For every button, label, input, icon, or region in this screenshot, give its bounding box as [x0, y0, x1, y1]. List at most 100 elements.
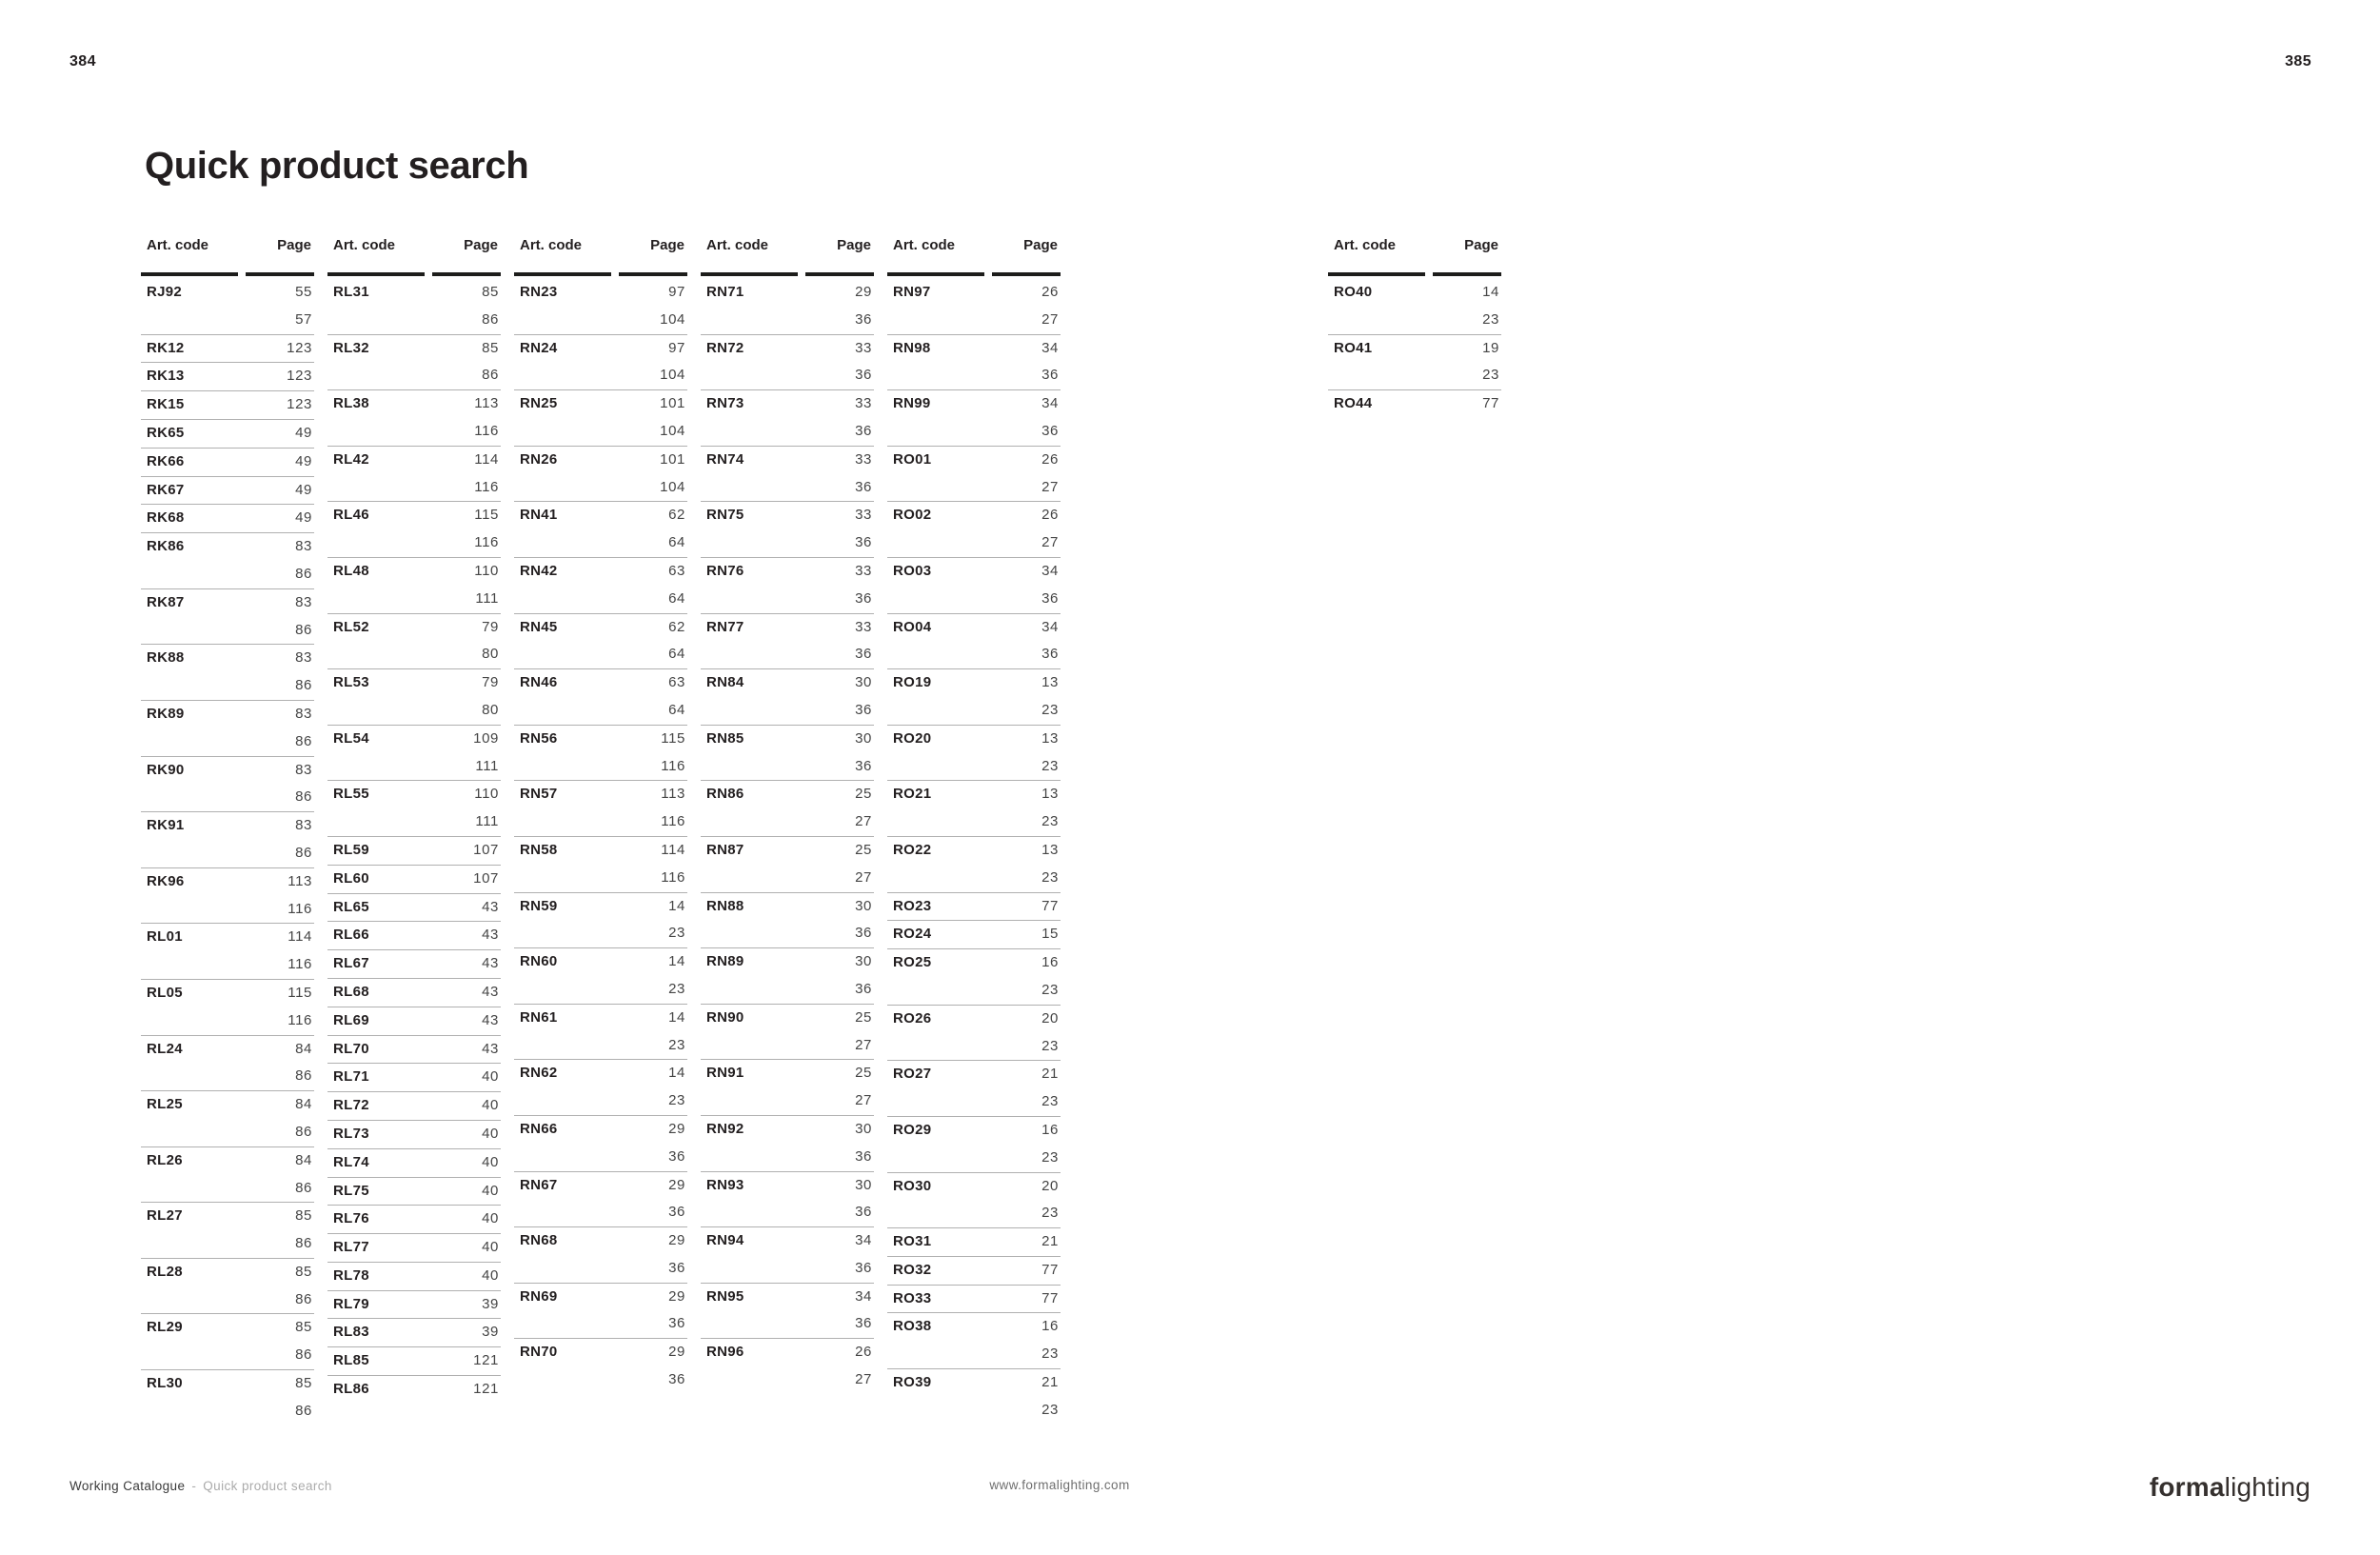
entries-list: RL31 85 86 RL32 85 86 RL38 113 116 RL42 114 116 RL46… — [327, 279, 501, 1404]
article-code: RN76 — [706, 562, 744, 579]
column-header-code: Art. code — [893, 237, 956, 253]
index-entry: RO20 13 23 — [887, 726, 1061, 782]
article-code: RN95 — [706, 1287, 744, 1305]
page-number: 36 — [855, 534, 872, 551]
entry-row: 116 — [141, 1007, 314, 1035]
entries-list: RN97 26 27 RN98 34 36 RN99 34 36 RO01 26 27 RO02 26 27… — [887, 279, 1061, 1425]
header-rule — [141, 272, 314, 276]
entry-row: 116 — [327, 474, 501, 502]
entry-row: 23 — [887, 1397, 1061, 1425]
entry-row: RN66 29 — [514, 1116, 687, 1144]
page-number: 26 — [1041, 450, 1059, 468]
index-entry: RL32 85 86 — [327, 335, 501, 391]
page-number: 14 — [668, 897, 685, 914]
page-number: 34 — [1041, 562, 1059, 579]
entry-row: RL71 40 — [327, 1064, 501, 1091]
page-number: 86 — [295, 788, 312, 806]
column-header: Art. code Page — [514, 236, 687, 255]
index-column-3: Art. code Page RN23 97 104 RN24 97 104 RN25 101… — [514, 234, 687, 1387]
entry-row: 86 — [141, 1230, 314, 1258]
index-entry: RL79 39 — [327, 1291, 501, 1320]
index-entry: RL46 115 116 — [327, 502, 501, 558]
page-number: 83 — [295, 817, 312, 834]
entry-row: 64 — [514, 586, 687, 613]
page-number: 116 — [474, 422, 499, 439]
entry-row: 36 — [887, 641, 1061, 668]
entry-row: RN75 33 — [701, 502, 874, 529]
entry-row: 116 — [514, 808, 687, 836]
index-entry: RN89 30 36 — [701, 948, 874, 1005]
entry-row: 116 — [327, 529, 501, 557]
entry-row: RL60 107 — [327, 866, 501, 893]
index-entry: RK89 83 86 — [141, 701, 314, 757]
index-entry: RN42 63 64 — [514, 558, 687, 614]
page-number: 14 — [668, 1065, 685, 1082]
entry-row: 36 — [701, 362, 874, 389]
page-number: 40 — [482, 1153, 499, 1170]
index-entry: RO41 19 23 — [1328, 335, 1501, 391]
header-rule-page — [619, 272, 687, 276]
entry-row: 27 — [887, 474, 1061, 502]
column-header-code: Art. code — [706, 237, 769, 253]
page-number: 23 — [1041, 868, 1059, 886]
breadcrumb-current: Quick product search — [203, 1479, 332, 1493]
entry-row: 104 — [514, 307, 687, 334]
brand-logo: formalighting — [2150, 1472, 2311, 1503]
article-code: RL67 — [333, 955, 369, 972]
article-code: RN59 — [520, 897, 558, 914]
entry-row: RL76 40 — [327, 1206, 501, 1233]
brand-logo-forma: forma — [2149, 1472, 2225, 1502]
entry-row: RL30 85 — [141, 1370, 314, 1398]
page-number: 23 — [1041, 1037, 1059, 1054]
article-code: RN25 — [520, 395, 558, 412]
entry-row: RO38 16 — [887, 1313, 1061, 1341]
article-code: RK68 — [147, 509, 185, 527]
entry-row: RN61 14 — [514, 1005, 687, 1032]
page-number: 114 — [661, 841, 685, 858]
brand-logo-lighting: lighting — [2224, 1472, 2311, 1502]
page-number: 111 — [475, 757, 499, 774]
page-number: 55 — [295, 284, 312, 300]
entry-row: RK12 123 — [141, 335, 314, 363]
article-code: RL79 — [333, 1295, 369, 1312]
page-number: 16 — [1041, 954, 1059, 971]
entry-row: RL28 85 — [141, 1259, 314, 1286]
article-code: RL86 — [333, 1381, 369, 1398]
article-code: RL65 — [333, 898, 369, 915]
page-number: 36 — [855, 310, 872, 328]
article-code: RN97 — [893, 284, 931, 300]
entry-row: 23 — [1328, 307, 1501, 334]
entry-row: RN41 62 — [514, 502, 687, 529]
index-entry: RL78 40 — [327, 1263, 501, 1291]
index-entry: RL60 107 — [327, 866, 501, 894]
entry-row: 23 — [887, 1033, 1061, 1061]
page-number: 40 — [482, 1210, 499, 1227]
page-number: 77 — [1482, 395, 1499, 412]
entry-row: RO21 13 — [887, 781, 1061, 808]
entry-row: RK87 83 — [141, 589, 314, 617]
index-entry: RN69 29 36 — [514, 1284, 687, 1340]
page-number: 36 — [855, 589, 872, 607]
page-number: 64 — [668, 534, 685, 551]
index-entry: RL42 114 116 — [327, 447, 501, 503]
entry-row: RN46 63 — [514, 669, 687, 697]
page-number: 86 — [295, 1235, 312, 1252]
page-number: 109 — [473, 729, 499, 747]
entry-row: RO40 14 — [1328, 279, 1501, 307]
page-number: 36 — [855, 701, 872, 718]
index-column-6: Art. code Page RO40 14 23 RO41 19 23 RO44 77 — [1328, 234, 1501, 411]
entry-row: RL65 43 — [327, 894, 501, 922]
article-code: RN61 — [520, 1008, 558, 1026]
page-number: 85 — [482, 284, 499, 300]
index-entry: RK87 83 86 — [141, 589, 314, 646]
entry-row: RK68 49 — [141, 505, 314, 532]
page-number: 84 — [295, 1151, 312, 1168]
entry-row: RO22 13 — [887, 837, 1061, 865]
entry-row: RO27 21 — [887, 1061, 1061, 1088]
article-code: RN66 — [520, 1120, 558, 1137]
page-number: 20 — [1041, 1009, 1059, 1027]
index-entry: RN85 30 36 — [701, 726, 874, 782]
page-number: 26 — [1041, 507, 1059, 524]
article-code: RL83 — [333, 1324, 369, 1341]
page-number: 40 — [482, 1239, 499, 1256]
